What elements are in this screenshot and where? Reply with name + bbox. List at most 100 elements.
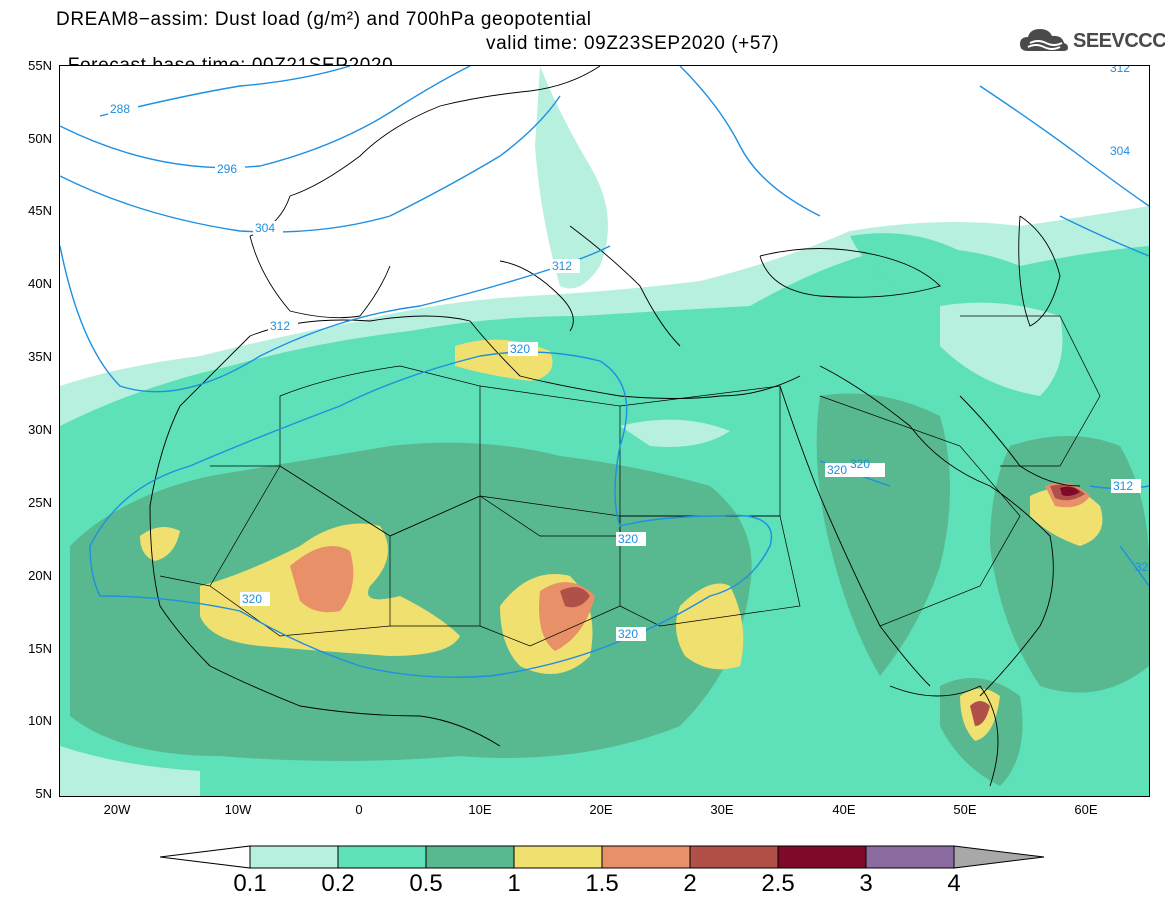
colorbar-swatch-3	[513, 845, 603, 869]
coastline-arabia	[819, 365, 1054, 697]
contour-288	[99, 66, 351, 117]
colorbar-swatch-0	[249, 845, 339, 869]
colorbar-swatch-2	[425, 845, 515, 869]
coastline-caspian	[1018, 215, 1061, 327]
border-chad	[479, 495, 621, 647]
contour-312-east	[1059, 215, 1149, 257]
lon-label-10w: 10W	[224, 802, 252, 817]
lat-label-25n: 25N	[28, 495, 52, 510]
lat-label-30n: 30N	[28, 422, 52, 437]
lon-label-10e: 10E	[468, 802, 492, 817]
contour-label-312c: 312	[1113, 479, 1133, 493]
lat-label-55n: 55N	[28, 58, 52, 73]
border-algeria	[279, 365, 481, 537]
lat-label-15n: 15N	[28, 641, 52, 656]
lon-label-50e: 50E	[953, 802, 977, 817]
coastline-italy	[499, 260, 574, 332]
coastline-balkans	[569, 225, 681, 347]
contour-304-east	[979, 85, 1149, 207]
contour-320-far	[1119, 545, 1149, 587]
contour-label-312d: 312	[1110, 66, 1130, 75]
dust-map: 288 296 304 312 312 320 320 320 320 320 …	[59, 65, 1150, 797]
valid-time: valid time: 09Z23SEP2020 (+57)	[486, 33, 780, 54]
colorbar-swatch-4	[601, 845, 691, 869]
lat-label-5n: 5N	[35, 786, 52, 801]
clear-patch-libya	[620, 419, 730, 447]
border-mauritania	[159, 465, 281, 587]
colorbar-swatch-7	[865, 845, 955, 869]
colorbar-swatch-1	[337, 845, 427, 869]
coastline-blacksea	[759, 248, 941, 298]
contour-312-north	[679, 66, 821, 217]
lat-label-45n: 45N	[28, 203, 52, 218]
chart-title: DREAM8−assim: Dust load (g/m²) and 700hP…	[56, 9, 592, 30]
contour-label-320b: 320	[242, 592, 262, 606]
colorbar-tick-4: 1.5	[585, 870, 619, 897]
colorbar-tick-8: 4	[947, 870, 961, 897]
border-iran	[960, 315, 1101, 467]
colorbar-swatch-5	[689, 845, 779, 869]
lat-label-35n: 35N	[28, 349, 52, 364]
colorbar-right-arrow	[953, 845, 1045, 869]
logo-text: SEEVCCC	[1073, 30, 1165, 52]
colorbar-tick-7: 3	[859, 870, 873, 897]
dust-core-1f	[1030, 488, 1103, 546]
lat-label-20n: 20N	[28, 568, 52, 583]
colorbar-tick-0: 0.1	[233, 870, 267, 897]
contour-label-296: 296	[217, 162, 237, 176]
dust-area-east	[850, 233, 960, 296]
lat-label-50n: 50N	[28, 131, 52, 146]
geopotential-contours	[60, 66, 1149, 678]
dust-core-1e	[140, 527, 180, 561]
colorbar-tick-5: 2	[683, 870, 697, 897]
contour-label-320a: 320	[510, 342, 530, 356]
coastline-nafrica	[249, 315, 801, 399]
colorbar-tick-3: 1	[507, 870, 521, 897]
contour-304	[60, 95, 561, 233]
colorbar-tick-6: 2.5	[761, 870, 795, 897]
coastline-iberia	[249, 235, 391, 319]
lon-label-20w: 20W	[103, 802, 131, 817]
clear-patch-sahel	[60, 746, 200, 796]
border-mali	[209, 465, 391, 637]
contour-label-320g: 320	[1135, 560, 1149, 574]
border-saudi	[819, 395, 1021, 627]
dust-core-1c	[676, 583, 744, 670]
contour-label-312b: 312	[270, 319, 290, 333]
dust-core-2c	[970, 701, 990, 726]
cloud-icon	[1020, 29, 1068, 51]
lon-label-0: 0	[355, 802, 363, 817]
coastline-redsea	[779, 385, 931, 687]
dust-core-25	[1060, 486, 1080, 496]
lat-label-10n: 10N	[28, 713, 52, 728]
colorbar-left-arrow	[160, 845, 251, 869]
dust-core-2a	[560, 587, 590, 608]
contour-label-312a: 312	[552, 259, 572, 273]
contour-label-288: 288	[110, 102, 130, 116]
lon-label-20e: 20E	[589, 802, 613, 817]
contour-label-304b: 304	[1110, 144, 1130, 158]
lat-label-40n: 40N	[28, 276, 52, 291]
dust-core-15a	[290, 546, 354, 613]
contour-label-320c: 320	[618, 532, 638, 546]
lon-label-60e: 60E	[1074, 802, 1098, 817]
colorbar-tick-1: 0.2	[321, 870, 355, 897]
contour-296	[60, 66, 471, 169]
dust-band-05c	[990, 436, 1149, 693]
contour-320	[89, 351, 772, 678]
colorbar	[160, 845, 1045, 869]
coastline-europe	[249, 66, 601, 237]
coastline-wafrica	[149, 335, 501, 747]
lon-label-40e: 40E	[832, 802, 856, 817]
contour-label-320e: 320	[827, 463, 847, 477]
clear-patch-iran	[940, 302, 1063, 396]
border-niger	[389, 495, 481, 627]
map-canvas: 288 296 304 312 312 320 320 320 320 320 …	[60, 66, 1149, 796]
dust-plume-europe	[535, 66, 608, 289]
lon-label-30e: 30E	[710, 802, 734, 817]
colorbar-swatch-6	[777, 845, 867, 869]
contour-label-320d: 320	[618, 627, 638, 641]
seevccc-logo: SEEVCCC	[1018, 25, 1165, 55]
coastline-horn	[889, 685, 999, 787]
contour-label-320f: 320	[850, 457, 870, 471]
